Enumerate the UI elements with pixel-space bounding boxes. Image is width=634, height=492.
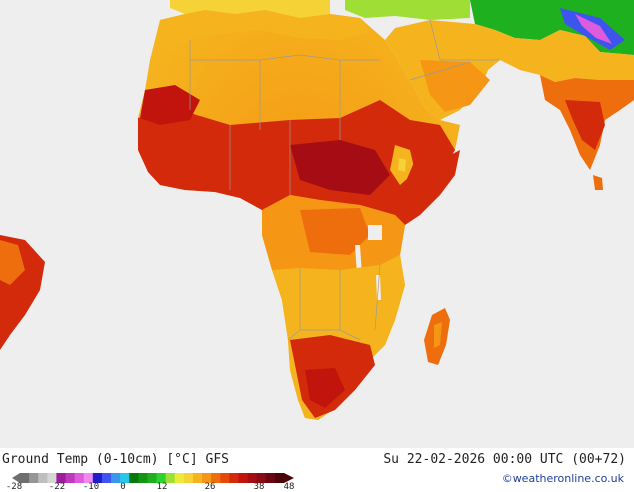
- horn-of-africa: [395, 150, 460, 225]
- himalaya-colder: [575, 14, 612, 44]
- scale-swatch: [211, 473, 221, 483]
- scale-swatch: [29, 473, 39, 483]
- scale-swatch: [92, 473, 103, 483]
- scale-tick-label: -10: [82, 482, 100, 492]
- south-extreme: [305, 368, 345, 408]
- ethiopia-cool: [398, 158, 406, 172]
- congo-orange: [300, 208, 370, 255]
- scale-swatch: [47, 473, 57, 483]
- west-africa-hot: [140, 85, 200, 125]
- scale-swatch: [183, 473, 194, 483]
- madagascar-highland: [434, 322, 442, 348]
- scale-swatch: [120, 473, 130, 483]
- scale-swatch: [20, 473, 30, 483]
- scale-swatch: [156, 473, 167, 483]
- scale-swatch: [238, 473, 248, 483]
- map-footer: Ground Temp (0-10cm) [°C] GFS Su 22-02-2…: [0, 448, 634, 492]
- central-asia-land: [470, 0, 634, 55]
- north-africa-coast: [158, 10, 370, 52]
- scale-tick-label: 0: [120, 482, 126, 492]
- sri-lanka: [593, 175, 603, 190]
- arabia-interior: [420, 60, 490, 112]
- scale-tick-label: -22: [48, 482, 66, 492]
- turkey-land: [345, 0, 470, 20]
- scale-tick-label: 12: [156, 482, 168, 492]
- scale-swatch: [83, 473, 94, 483]
- southern-europe-land: [170, 0, 330, 18]
- scale-swatch: [38, 473, 48, 483]
- forecast-datetime: Su 22-02-2026 00:00 UTC (00+72): [383, 452, 626, 467]
- scale-tick-label: -28: [5, 482, 23, 492]
- scale-tick-label: 26: [204, 482, 216, 492]
- scale-swatch: [202, 473, 212, 483]
- scale-swatch: [165, 473, 176, 483]
- lake-victoria: [368, 225, 382, 240]
- sahel-extreme: [290, 140, 390, 195]
- temperature-map[interactable]: [0, 0, 634, 448]
- credit-link[interactable]: ©weatheronline.co.uk: [501, 472, 624, 485]
- scale-tick-label: 48: [283, 482, 295, 492]
- scale-swatch: [147, 473, 157, 483]
- scale-swatch: [65, 473, 76, 483]
- scale-swatch: [138, 473, 148, 483]
- scale-swatch: [192, 473, 203, 483]
- scale-arrow-right: [284, 473, 294, 483]
- map-canvas: [0, 0, 634, 420]
- scale-tick-label: 38: [253, 482, 265, 492]
- country-borders: [189, 19, 500, 341]
- scale-arrow-left: [12, 473, 20, 483]
- color-scale-bar: [12, 473, 294, 483]
- scale-swatch: [256, 473, 267, 483]
- map-title: Ground Temp (0-10cm) [°C] GFS: [2, 452, 229, 467]
- scale-swatch: [111, 473, 121, 483]
- scale-swatch: [129, 473, 139, 483]
- scale-swatch: [174, 473, 185, 483]
- scale-swatch: [265, 473, 276, 483]
- scale-swatch: [56, 473, 66, 483]
- scale-swatch: [74, 473, 85, 483]
- scale-swatch: [101, 473, 112, 483]
- scale-swatch: [220, 473, 230, 483]
- scale-swatch: [247, 473, 258, 483]
- india-hot: [565, 100, 605, 150]
- scale-swatch: [274, 473, 285, 483]
- scale-swatch: [229, 473, 239, 483]
- south-america-orange: [0, 240, 25, 285]
